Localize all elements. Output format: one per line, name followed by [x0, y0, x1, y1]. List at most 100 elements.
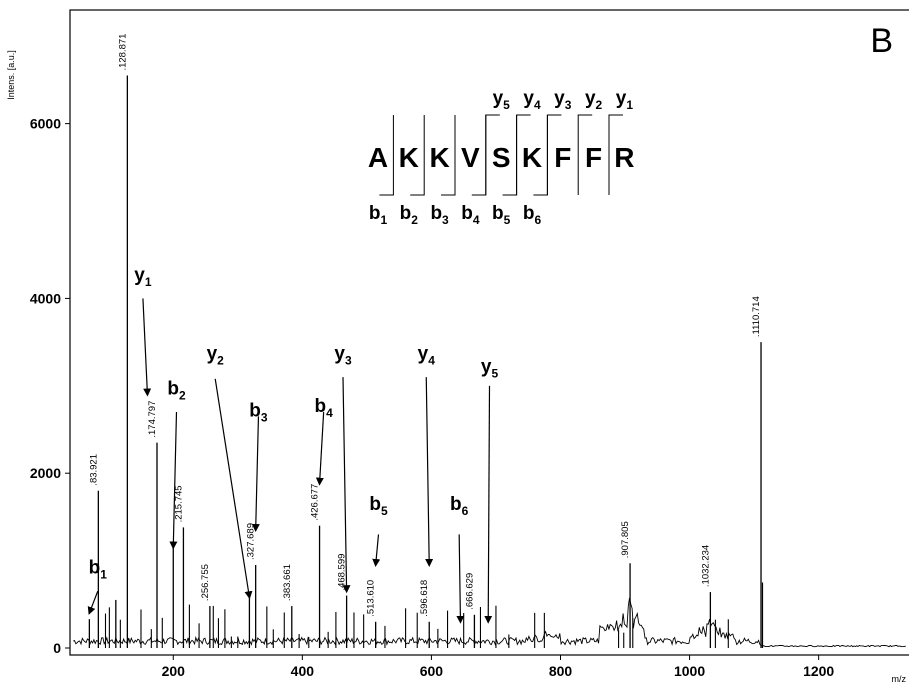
b-ion-label-4: b5: [492, 203, 511, 227]
chart-axes: 200 400 600 800 1000 1200 0 2000 4000 6000 Intens.…: [6, 22, 906, 684]
x-tick-label-5: 1200: [803, 663, 834, 679]
peak-label-4: .174.797: [147, 401, 158, 438]
y-tick-label-2: 4000: [30, 290, 61, 306]
spectrum-baseline-trace: [73, 597, 906, 649]
peak-label-18: .1110.714: [751, 296, 762, 337]
b-bracket-2: [441, 115, 456, 196]
peak-label-1: .83.921: [88, 454, 99, 486]
ion-label-index: 4: [326, 406, 333, 420]
x-tick-label-0: 200: [162, 663, 186, 679]
y-tick-label-3: 6000: [30, 116, 61, 132]
ion-label-index: 1: [100, 568, 107, 582]
b-ion-index: 4: [473, 213, 480, 227]
ion-label-index: 3: [261, 410, 268, 424]
baseline-noise-path: [73, 597, 906, 648]
y-ion-label-1: y4: [523, 88, 541, 112]
peak-mass-labels: .83.921 .128.871 .174.797 .215.745 .256.755.…: [88, 34, 762, 617]
y-ion-index: 4: [534, 98, 541, 112]
ion-label-index: 1: [145, 275, 152, 289]
ion-label-index: 5: [381, 504, 388, 518]
peak-label-9: .327.689: [246, 523, 257, 560]
peak-label-6: .215.745: [173, 485, 184, 522]
y-ion-index: 5: [503, 98, 510, 112]
residue-6: F: [554, 142, 571, 173]
ion-label-y3: y3: [334, 344, 352, 368]
b-bracket-1: [410, 115, 425, 196]
ion-label-index: 3: [345, 354, 352, 368]
ion-arrow-b1: [87, 590, 99, 615]
peak-label-7: .256.755: [200, 564, 211, 601]
y-ion-label-3: y2: [585, 88, 603, 112]
peak-label-13: .513.610: [366, 580, 377, 617]
plot-border: [69, 9, 909, 656]
ion-label-y2: y2: [207, 344, 225, 368]
y-tick-label-1: 2000: [30, 465, 61, 481]
y-bracket-4: [608, 114, 623, 195]
x-tick-label-1: 400: [291, 663, 315, 679]
b-ion-label-1: b2: [400, 203, 419, 227]
y-bracket-1: [516, 114, 531, 195]
b-ion-label-2: b3: [430, 203, 449, 227]
residue-3: V: [461, 142, 480, 173]
y-bracket-0: [485, 114, 500, 195]
residue-2: K: [429, 142, 449, 173]
ion-arrow-y1: [142, 298, 152, 397]
y-tick-label-0: 0: [53, 640, 61, 656]
residue-8: R: [614, 142, 634, 173]
y-ion-label-0: y5: [493, 88, 511, 112]
peak-label-10: .383.661: [282, 564, 293, 601]
peak-label-14: .596.618: [419, 580, 430, 617]
plot-frame: [69, 9, 909, 656]
y-ion-index: 1: [626, 98, 633, 112]
residue-5: K: [522, 142, 542, 173]
ion-label-b1: b1: [89, 558, 108, 582]
ion-arrow-b6: [456, 534, 465, 624]
x-tick-label-2: 600: [420, 663, 444, 679]
ion-label-b5: b5: [369, 494, 388, 518]
ion-arrow-b4: [315, 411, 325, 486]
ion-label-b2: b2: [167, 379, 186, 403]
b-ion-label-5: b6: [523, 203, 542, 227]
residue-0: A: [368, 142, 388, 173]
y-ion-index: 2: [596, 98, 603, 112]
ion-label-y5: y5: [481, 357, 499, 381]
y-bracket-3: [577, 114, 593, 195]
y-axis-title: Intens. [a.u.]: [6, 50, 16, 100]
x-tick-label-3: 800: [549, 663, 573, 679]
ion-label-index: 5: [491, 367, 498, 381]
ion-arrow-b2: [169, 412, 178, 550]
peak-label-3: .128.871: [117, 34, 128, 71]
b-ion-index: 3: [442, 213, 449, 227]
ion-arrow-y4: [425, 377, 434, 567]
ion-arrow-y5: [484, 385, 493, 624]
x-tick-label-4: 1000: [674, 663, 705, 679]
b-ion-index: 6: [534, 213, 541, 227]
ion-arrow-b5: [372, 534, 381, 567]
b-bracket-0: [379, 115, 394, 196]
b-ion-label-0: b1: [369, 203, 388, 227]
b-ion-index: 2: [411, 213, 418, 227]
peak-label-15: .666.629: [464, 573, 475, 610]
y-ion-label-4: y1: [616, 88, 634, 112]
ion-label-y1: y1: [134, 265, 152, 289]
panel-label: B: [870, 22, 893, 60]
peak-label-16: .907.805: [620, 521, 631, 558]
x-axis-title: m/z: [892, 674, 907, 684]
peak-label-17: .1032.234: [700, 545, 711, 587]
b-ion-index: 5: [504, 213, 511, 227]
b-ion-label-3: b4: [461, 203, 480, 227]
ion-label-b6: b6: [450, 494, 469, 518]
y-bracket-2: [546, 114, 562, 195]
y-ion-label-2: y3: [554, 88, 572, 112]
ion-label-index: 6: [462, 504, 469, 518]
b-ion-index: 1: [380, 213, 387, 227]
ion-arrow-b3: [251, 416, 260, 533]
residue-4: S: [492, 142, 511, 173]
ion-arrow-y2: [214, 378, 253, 600]
peak-label-11: .426.677: [310, 484, 321, 521]
spectrum-peaks: [88, 75, 764, 649]
residue-7: F: [585, 142, 602, 173]
